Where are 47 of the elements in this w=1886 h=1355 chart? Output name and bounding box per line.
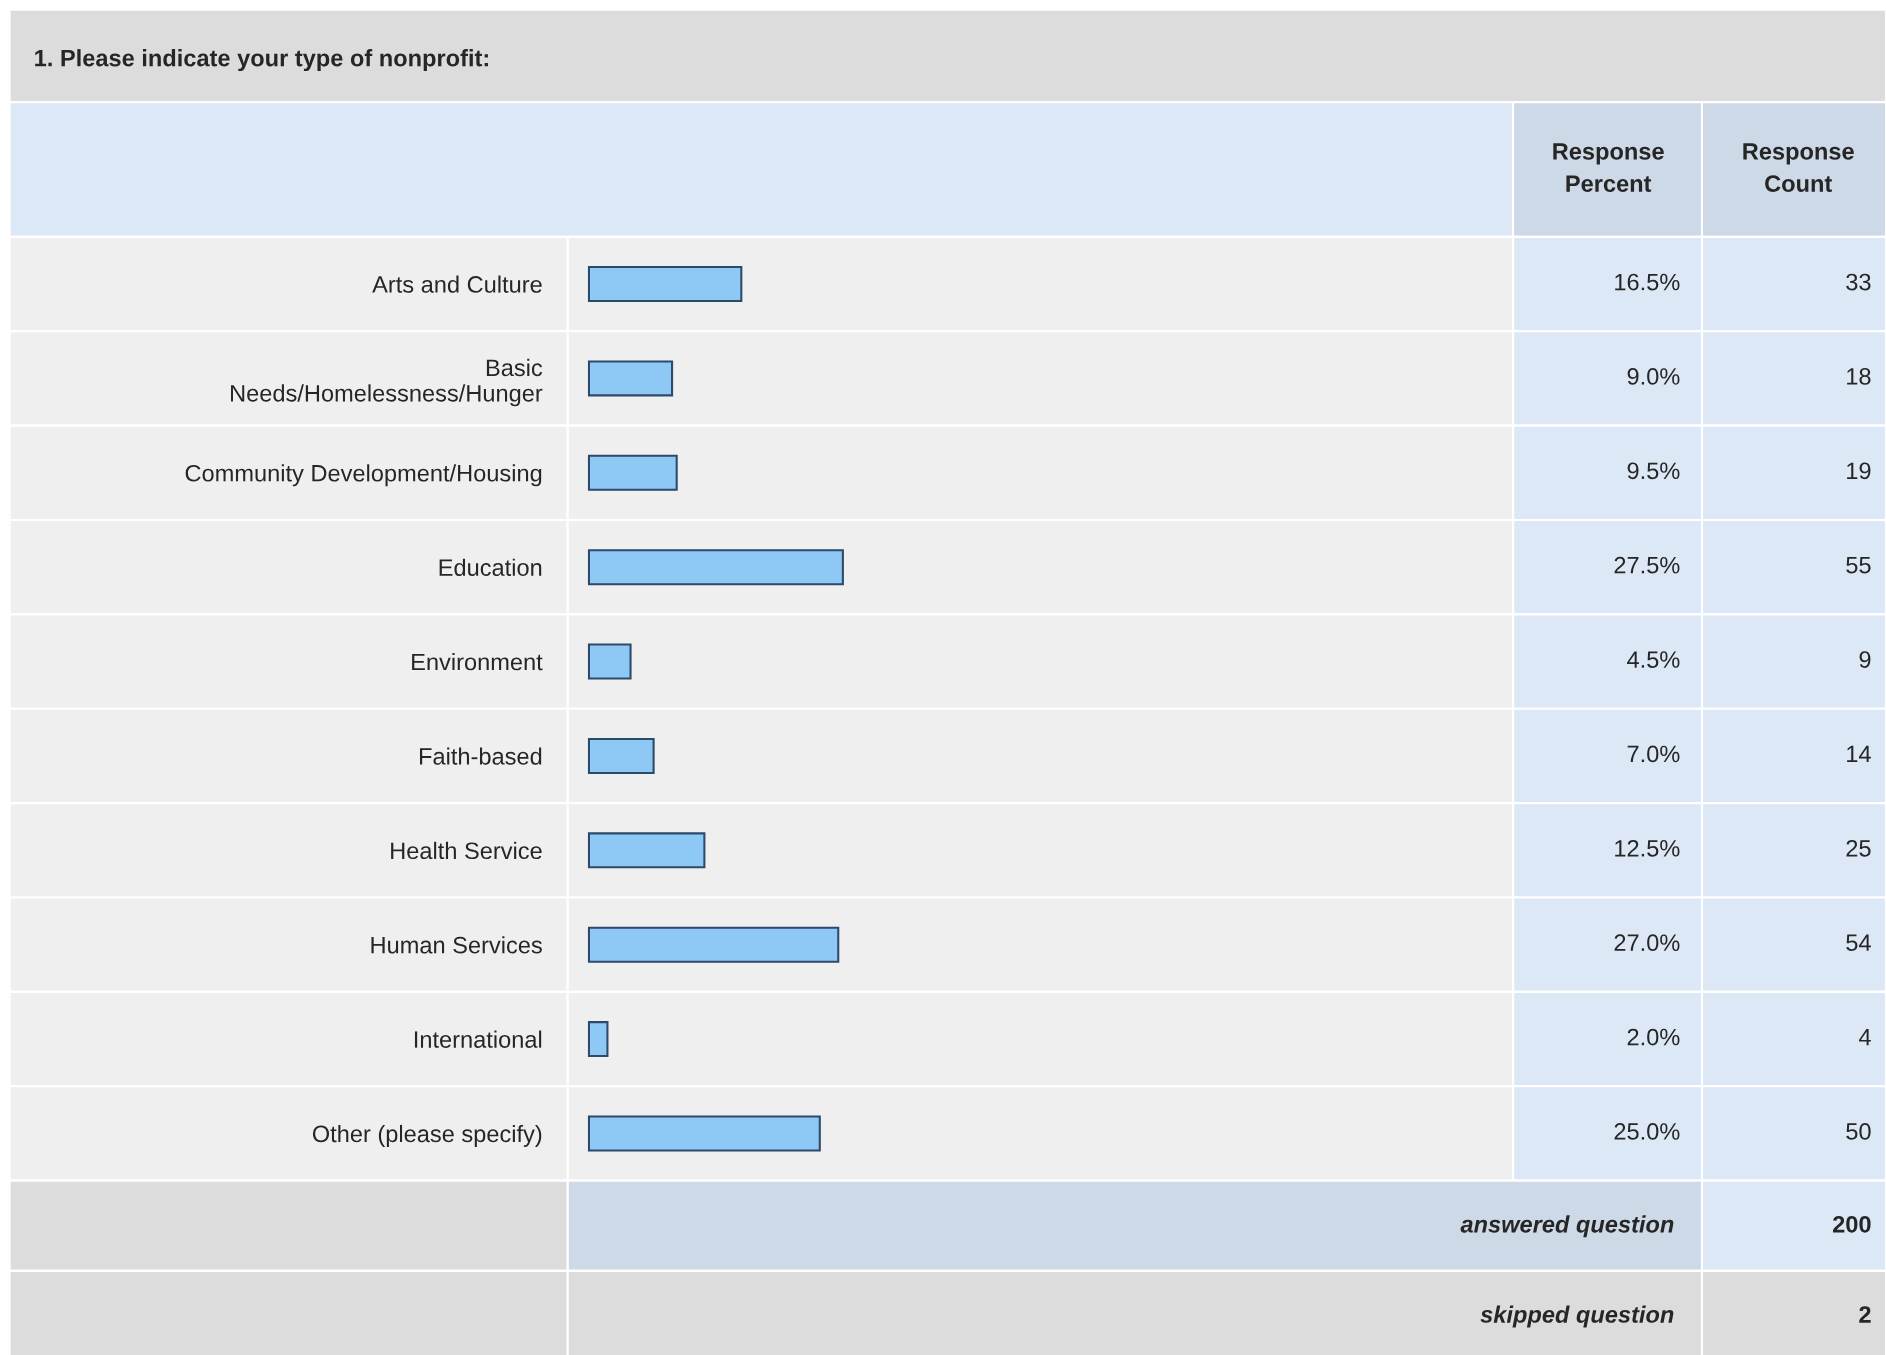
text: Response Count bbox=[1743, 143, 1854, 192]
text: 14 bbox=[1847, 745, 1871, 763]
data-label: 9.0% bbox=[1627, 368, 1680, 385]
data-label: 12.5% bbox=[1615, 839, 1680, 857]
y-tick-label: Community Development/Housing bbox=[185, 464, 542, 487]
y-tick-label: Faith-based bbox=[419, 747, 542, 765]
bar bbox=[587, 643, 632, 680]
data-label: 16.5% bbox=[1615, 273, 1680, 291]
text: 55 bbox=[1846, 557, 1871, 574]
data-label: 25.0% bbox=[1614, 1123, 1680, 1140]
text: 25 bbox=[1846, 839, 1871, 857]
y-tick-label: Other (please specify) bbox=[312, 1124, 542, 1147]
bar bbox=[587, 454, 678, 491]
bar bbox=[587, 1021, 609, 1058]
y-tick-label: Basic Needs/Homelessness/Hunger bbox=[231, 358, 543, 407]
text: skipped question bbox=[1480, 1305, 1674, 1328]
data-label: 27.5% bbox=[1614, 556, 1680, 574]
text: Response Percent bbox=[1553, 143, 1664, 192]
text: 9 bbox=[1859, 651, 1871, 668]
y-tick-label: International bbox=[414, 1030, 542, 1048]
data-label: 27.0% bbox=[1614, 934, 1680, 952]
text: 33 bbox=[1846, 273, 1871, 291]
text: 4 bbox=[1858, 1028, 1871, 1046]
data-label: 2.0% bbox=[1627, 1028, 1680, 1046]
bar bbox=[587, 832, 706, 869]
text: 200 bbox=[1833, 1215, 1871, 1233]
text: 18 bbox=[1847, 368, 1871, 385]
text: 1. Please indicate your type of nonprofit: bbox=[35, 49, 488, 72]
y-tick-label: Human Services bbox=[371, 936, 542, 954]
y-tick-label: Arts and Culture bbox=[372, 275, 542, 293]
text: 2 bbox=[1859, 1306, 1871, 1323]
bar bbox=[587, 360, 674, 397]
y-tick-label: Education bbox=[439, 558, 542, 576]
bar bbox=[587, 549, 844, 586]
bar bbox=[587, 266, 743, 303]
y-tick-label: Environment bbox=[412, 653, 543, 671]
data-label: 9.5% bbox=[1627, 462, 1680, 480]
bar bbox=[587, 1115, 821, 1152]
data-label: 7.0% bbox=[1627, 745, 1680, 763]
text: 54 bbox=[1846, 934, 1871, 952]
text: 19 bbox=[1847, 462, 1871, 480]
text: answered question bbox=[1460, 1215, 1674, 1238]
bar bbox=[587, 737, 655, 774]
data-label: 4.5% bbox=[1627, 651, 1680, 668]
bar bbox=[587, 926, 840, 963]
y-tick-label: Health Service bbox=[391, 841, 542, 860]
text: 50 bbox=[1846, 1123, 1871, 1140]
